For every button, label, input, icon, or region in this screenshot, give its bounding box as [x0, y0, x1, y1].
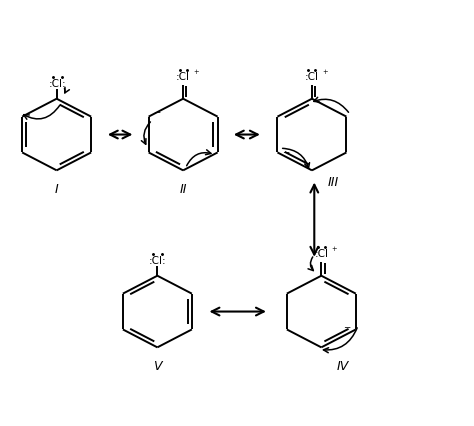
Text: $^+$: $^+$: [321, 69, 329, 79]
Text: IV: IV: [336, 359, 348, 372]
Text: III: III: [328, 175, 338, 188]
Text: :Cl:: :Cl:: [148, 255, 166, 265]
Text: $^+$: $^+$: [330, 246, 338, 256]
Text: :Cl: :Cl: [314, 248, 328, 258]
Text: V: V: [153, 359, 162, 372]
Text: :Cl: :Cl: [305, 72, 319, 81]
Text: $^-$: $^-$: [281, 149, 291, 162]
Text: II: II: [179, 183, 187, 196]
Text: :Cl:: :Cl:: [49, 78, 66, 89]
Text: $^+$: $^+$: [192, 69, 201, 79]
Text: I: I: [55, 183, 58, 196]
Text: $^-$: $^-$: [152, 109, 162, 122]
Text: $^-$: $^-$: [342, 323, 353, 336]
Text: :Cl: :Cl: [176, 72, 190, 81]
